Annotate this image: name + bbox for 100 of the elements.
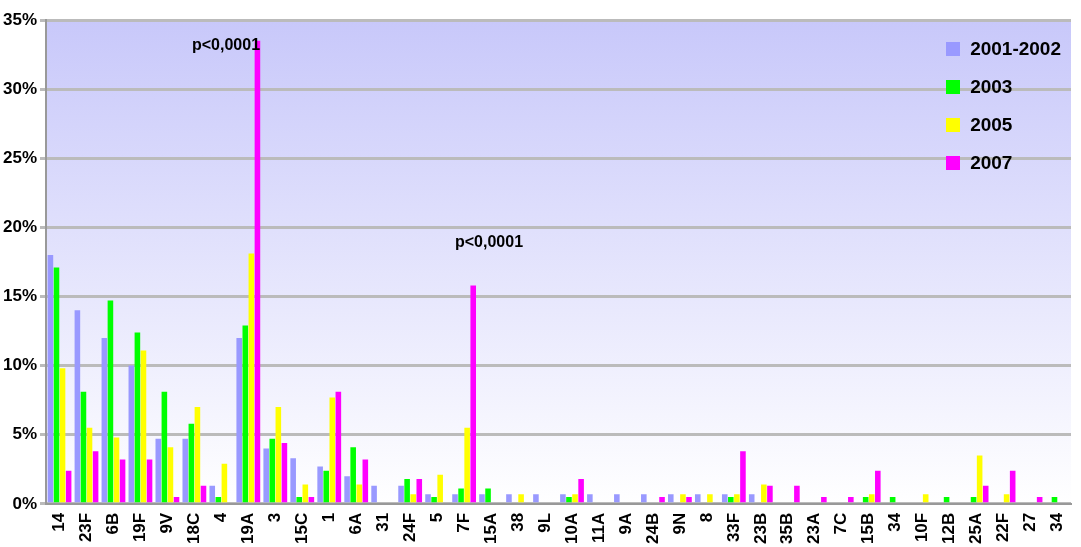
x-tick-label: 15C	[291, 512, 311, 544]
bar	[875, 470, 881, 503]
bar	[263, 448, 269, 503]
bar	[680, 494, 686, 503]
bar	[464, 427, 470, 503]
x-tick-label: 34	[1047, 512, 1067, 532]
x-tick-label: 4	[211, 512, 231, 523]
x-tick-label: 27	[1020, 512, 1040, 532]
x-tick-label: 22F	[993, 512, 1013, 543]
legend-label: 2003	[970, 76, 1013, 98]
bar	[707, 494, 713, 503]
bar	[113, 437, 120, 503]
x-tick-label: 3	[264, 512, 284, 523]
x-tick-label: 11A	[588, 512, 608, 544]
bar	[572, 494, 578, 503]
x-tick-label: 10A	[561, 512, 581, 544]
bar	[329, 397, 336, 503]
x-tick-label: 9N	[669, 512, 689, 535]
x-tick-label: 33F	[723, 512, 743, 543]
bar	[458, 488, 464, 503]
bar	[350, 447, 356, 503]
x-tick-label: 19F	[130, 512, 150, 543]
bar	[317, 466, 323, 503]
legend-label: 2001-2002	[970, 38, 1061, 60]
y-tick-label: 20%	[2, 217, 38, 237]
bar	[748, 494, 755, 503]
x-tick-label: 12B	[939, 512, 959, 544]
bar	[290, 458, 296, 503]
bar	[437, 474, 443, 503]
bar	[868, 494, 875, 503]
bar	[518, 494, 524, 503]
x-tick-label: 38	[507, 512, 527, 532]
bar	[302, 484, 309, 503]
bar	[323, 470, 329, 503]
x-tick-label: 23F	[76, 512, 96, 543]
bar	[641, 494, 647, 503]
bar	[344, 476, 350, 503]
x-tick-label: 8	[696, 512, 716, 523]
bar	[533, 494, 539, 503]
x-tick-label: 7F	[453, 512, 473, 533]
legend-label: 2007	[970, 152, 1013, 174]
x-tick-label: 15B	[858, 512, 878, 544]
bar	[134, 332, 141, 503]
bar	[566, 496, 572, 503]
x-tick-label: 15A	[480, 512, 500, 544]
y-tick-label: 10%	[2, 355, 38, 375]
annotation: p<0,0001	[454, 233, 524, 251]
x-tick-label: 35B	[777, 512, 797, 544]
x-tick-label: 19A	[238, 512, 258, 544]
y-tick-label: 35%	[2, 9, 38, 29]
bar	[425, 494, 431, 503]
bar	[587, 494, 593, 503]
x-tick-label: 34	[885, 512, 905, 532]
bar	[485, 488, 491, 503]
bar	[728, 496, 734, 503]
x-tick-label: 5	[426, 512, 446, 523]
x-tick-label: 23B	[750, 512, 770, 544]
x-tick-label: 24F	[399, 512, 419, 543]
bar	[371, 485, 377, 503]
bar	[470, 285, 477, 503]
bar	[694, 494, 701, 503]
x-tick-label: 7C	[831, 512, 851, 535]
x-tick-label: 1	[318, 512, 338, 523]
bar	[578, 478, 584, 503]
bar	[74, 310, 81, 503]
bar	[53, 267, 60, 503]
x-tick-label: 10F	[912, 512, 932, 543]
bar	[356, 484, 363, 503]
bar	[398, 485, 404, 503]
bar	[767, 485, 773, 503]
y-tick-label: 30%	[2, 78, 38, 98]
bar	[976, 455, 983, 503]
bar	[236, 337, 243, 503]
bar	[410, 494, 416, 503]
x-tick-label: 14	[49, 512, 69, 532]
bar	[452, 494, 458, 503]
bar	[182, 438, 189, 503]
bar	[794, 485, 800, 503]
bar	[740, 451, 746, 503]
bar	[140, 350, 147, 503]
x-tick-label: 24B	[642, 512, 662, 544]
bar	[479, 494, 485, 503]
bar	[686, 496, 692, 503]
x-tick-label: 18C	[184, 512, 204, 544]
bar	[668, 494, 674, 503]
bar	[431, 496, 437, 503]
y-tick-label: 0%	[12, 493, 38, 513]
bar	[721, 494, 728, 503]
y-tick-label: 5%	[12, 424, 38, 444]
x-tick-label: 25A	[966, 512, 986, 544]
bar	[242, 325, 249, 503]
x-tick-label: 6A	[345, 512, 365, 535]
x-tick-label: 6B	[103, 512, 123, 535]
bar	[659, 496, 665, 503]
y-tick-label: 25%	[2, 147, 38, 167]
bar	[59, 368, 66, 503]
x-tick-label: 9V	[157, 512, 177, 534]
y-tick-label: 15%	[2, 286, 38, 306]
legend-label: 2005	[970, 114, 1013, 136]
bar	[269, 438, 276, 503]
